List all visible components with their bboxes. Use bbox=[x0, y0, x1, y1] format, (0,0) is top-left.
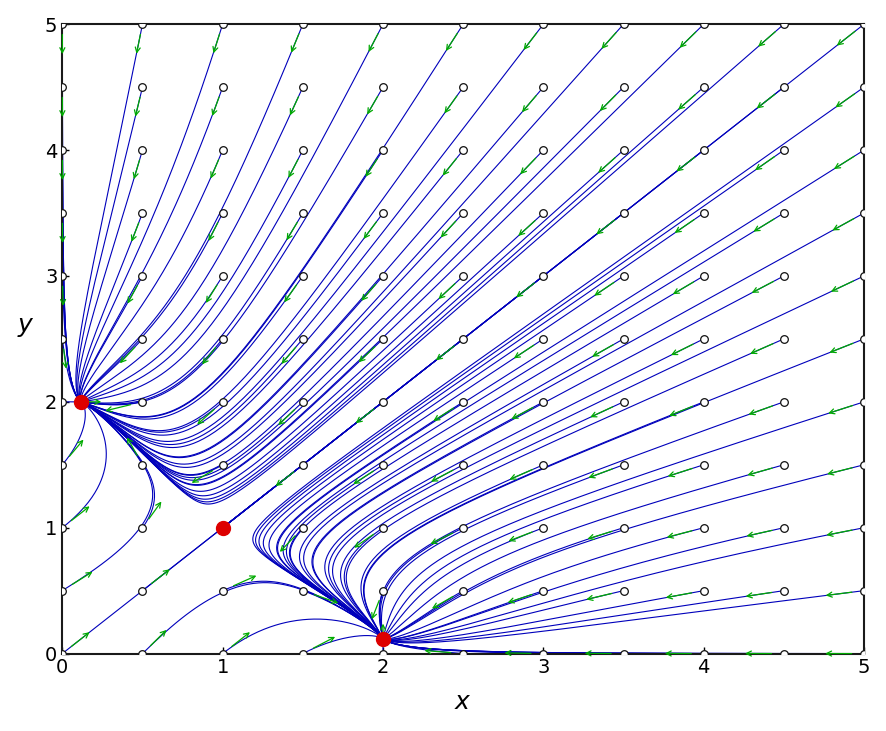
Y-axis label: $y$: $y$ bbox=[17, 316, 35, 339]
X-axis label: $x$: $x$ bbox=[454, 692, 471, 714]
